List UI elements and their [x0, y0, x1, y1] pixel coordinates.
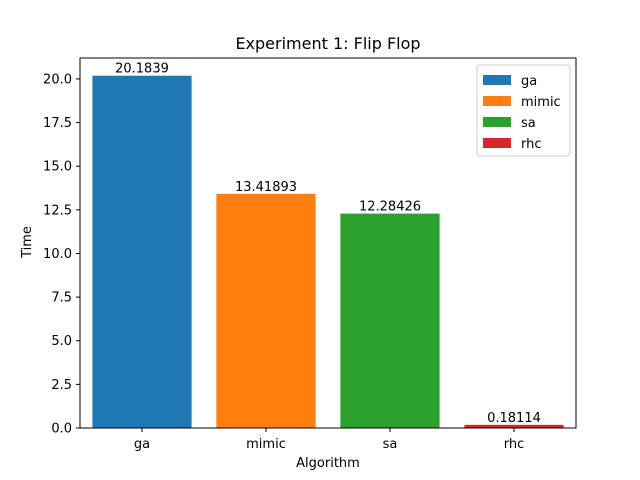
legend-swatch-ga	[483, 75, 511, 85]
x-tick-label-mimic: mimic	[246, 437, 286, 452]
legend-box	[476, 64, 571, 157]
legend-label-mimic: mimic	[521, 95, 561, 110]
y-tick-label: 17.5	[43, 116, 72, 131]
plot-area: 20.1839 ga 13.41893 mimic 12.28426 sa 0.18114 r…	[43, 57, 577, 452]
y-tick-label: 12.5	[43, 203, 72, 218]
y-tick-label: 20.0	[43, 72, 72, 87]
bar-rhc	[464, 424, 564, 428]
y-tick-label: 0.0	[51, 422, 72, 437]
data-label-mimic: 13.41893	[235, 180, 297, 195]
axes-frame	[79, 57, 577, 429]
x-tick-label-sa: sa	[383, 437, 398, 452]
y-tick-label: 2.5	[51, 378, 72, 393]
x-tick-label-rhc: rhc	[504, 437, 525, 452]
legend-swatch-mimic	[483, 96, 511, 106]
y-tick-label: 7.5	[51, 291, 72, 306]
data-label-rhc: 0.18114	[487, 411, 541, 426]
legend-swatch-sa	[483, 117, 511, 127]
legend-label-sa: sa	[521, 116, 536, 131]
x-tick-label-ga: ga	[134, 437, 150, 452]
legend: ga mimic sa rhc	[476, 64, 571, 157]
y-tick-label: 15.0	[43, 160, 72, 175]
legend-label-ga: ga	[521, 74, 537, 89]
y-axis-label: Time	[20, 226, 35, 259]
data-label-ga: 20.1839	[115, 62, 169, 77]
data-label-sa: 12.28426	[359, 200, 421, 215]
bar-ga	[92, 75, 192, 428]
y-tick-label: 5.0	[51, 334, 72, 349]
chart-title: Experiment 1: Flip Flop	[235, 34, 420, 53]
legend-label-rhc: rhc	[521, 137, 542, 152]
bar-sa	[340, 213, 440, 428]
bar-mimic	[216, 193, 316, 428]
x-axis-label: Algorithm	[296, 456, 360, 471]
y-tick-label: 10.0	[43, 247, 72, 262]
legend-swatch-rhc	[483, 138, 511, 148]
